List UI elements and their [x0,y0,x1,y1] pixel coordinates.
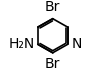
Text: Br: Br [45,0,60,14]
Text: Br: Br [45,57,60,71]
Text: H₂N: H₂N [8,37,35,51]
Text: N: N [71,37,82,51]
